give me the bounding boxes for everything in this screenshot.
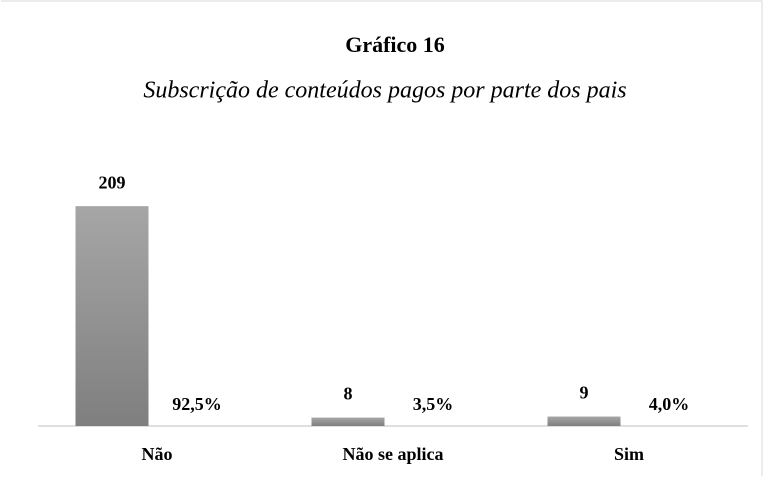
percent-label: 4,0%: [649, 394, 690, 414]
percent-label: 3,5%: [413, 394, 454, 414]
bar: [547, 416, 621, 426]
chart-subtitle: Subscrição de conteúdos pagos por parte …: [143, 78, 626, 104]
data-label: 9: [580, 383, 589, 403]
chart-title: Gráfico 16: [345, 32, 445, 57]
x-tick-label: Sim: [614, 444, 644, 464]
percent-label: 92,5%: [172, 394, 222, 414]
bar: [311, 417, 385, 426]
data-label: 209: [99, 172, 126, 192]
data-label: 8: [344, 384, 353, 404]
x-tick-label: Não se aplica: [343, 444, 444, 464]
bar: [75, 206, 149, 426]
x-tick-label: Não: [142, 444, 173, 464]
